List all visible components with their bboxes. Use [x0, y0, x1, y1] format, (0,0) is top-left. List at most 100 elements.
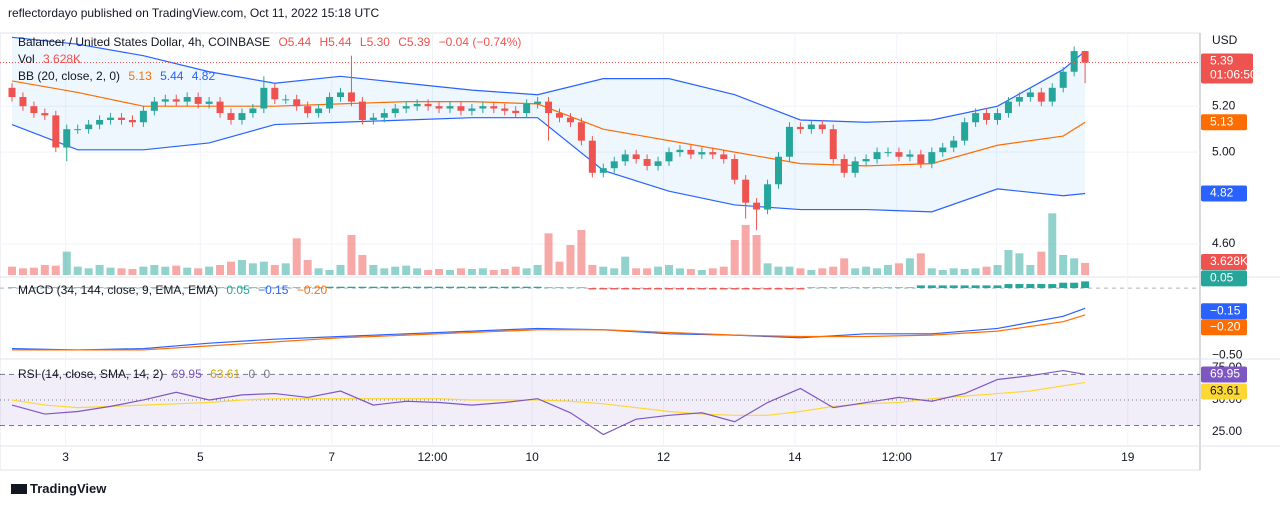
candle-body [260, 87, 268, 109]
macd-histogram [960, 285, 969, 289]
macd-histogram [1059, 282, 1068, 289]
candle-body [96, 119, 104, 125]
legend-macd: MACD (34, 144, close, 9, EMA, EMA) 0.05 … [18, 283, 332, 297]
candle-body [1037, 92, 1045, 102]
macd-histogram [697, 288, 706, 290]
volume-bar [643, 268, 652, 275]
y-tick-label: −0.50 [1212, 347, 1243, 361]
candle-body [1081, 51, 1089, 63]
volume-bar [610, 268, 619, 275]
candle-body [238, 113, 246, 120]
volume-bar [752, 235, 761, 275]
macd-histogram [237, 287, 246, 289]
volume-bar [314, 268, 323, 275]
axis-badge [1201, 114, 1247, 131]
candle-body [282, 99, 290, 101]
axis-badge [1201, 254, 1247, 270]
candle-body [983, 113, 991, 120]
axis-badge-label: −0.20 [1210, 319, 1241, 333]
candle-body [337, 92, 344, 98]
volume-bar [511, 266, 520, 275]
macd-histogram [128, 287, 137, 289]
macd-histogram [851, 287, 860, 289]
candle-body [358, 101, 366, 120]
volume-bar [785, 266, 794, 275]
candle-body [895, 152, 903, 157]
volume-bar [183, 267, 192, 275]
candle-body [216, 101, 224, 114]
candle-body [1070, 51, 1078, 72]
candle-body [742, 179, 750, 203]
volume-bar [884, 265, 892, 275]
macd-histogram [456, 286, 465, 289]
macd-histogram [741, 288, 750, 290]
volume-bar [128, 269, 137, 275]
x-tick-label: 12:00 [882, 450, 912, 464]
candle-body [545, 101, 553, 114]
candle-body [665, 152, 673, 162]
volume-bar [8, 266, 16, 275]
volume-bar [106, 267, 115, 275]
macd-histogram [862, 287, 871, 289]
candle-body [764, 184, 772, 210]
macd-histogram [369, 286, 378, 289]
macd-histogram [665, 288, 673, 290]
volume-bar [446, 270, 454, 275]
candle-body [709, 152, 717, 155]
macd-histogram [62, 287, 71, 289]
change: −0.04 (−0.74%) [438, 35, 522, 49]
volume-bar [971, 268, 980, 275]
axis-badge-label: −0.15 [1210, 303, 1241, 317]
legend-bb: BB (20, close, 2, 0) 5.13 5.44 4.82 [18, 69, 220, 83]
macd-histogram [511, 286, 520, 289]
macd-histogram [686, 288, 695, 290]
macd-histogram [654, 288, 663, 290]
volume-bar [259, 261, 268, 275]
volume-bar [29, 267, 38, 275]
candle-body [731, 159, 739, 180]
macd-histogram [413, 286, 422, 289]
axis-badge-label: 63.61 [1210, 384, 1240, 398]
undefined [11, 117, 1086, 213]
macd-histogram [380, 286, 389, 289]
volume-bar [150, 265, 159, 275]
macd-histogram [106, 287, 115, 289]
candle-body [917, 154, 925, 164]
volume-bar [500, 269, 509, 275]
macd-histogram [982, 285, 991, 289]
y-tick-label: 5.00 [1212, 144, 1236, 158]
macd-histogram [643, 288, 652, 290]
macd-value: −0.15 [258, 283, 289, 297]
candle-body [468, 108, 476, 111]
volume-bar [774, 266, 783, 275]
volume-bar [347, 235, 356, 275]
volume-bar [237, 260, 246, 275]
candle-body [326, 97, 334, 109]
axis-badge-label: 0.05 [1210, 271, 1234, 285]
candle-body [19, 97, 27, 107]
macd-histogram [818, 287, 827, 289]
volume-bar [599, 266, 608, 275]
axis-badge-label: 3.628K [1210, 254, 1248, 268]
candle-body [435, 106, 443, 109]
candle-body [1026, 92, 1034, 98]
volume-bar [402, 265, 411, 275]
macd-histogram [1004, 284, 1013, 289]
volume-bar [938, 270, 947, 275]
macd-histogram [763, 288, 772, 290]
macd-histogram [489, 286, 498, 289]
volume-bar [818, 268, 827, 275]
rsi-value: 69.95 [171, 367, 202, 381]
candle-body [698, 152, 706, 155]
volume-bar [303, 260, 312, 275]
volume-bar [467, 269, 476, 275]
macd-histogram [544, 287, 553, 289]
macd-histogram [1070, 282, 1079, 289]
candle-body [490, 106, 498, 109]
macd-histogram [95, 287, 104, 289]
volume-bar [708, 268, 717, 275]
axis-badge [1201, 319, 1247, 336]
volume-bar [807, 270, 816, 275]
